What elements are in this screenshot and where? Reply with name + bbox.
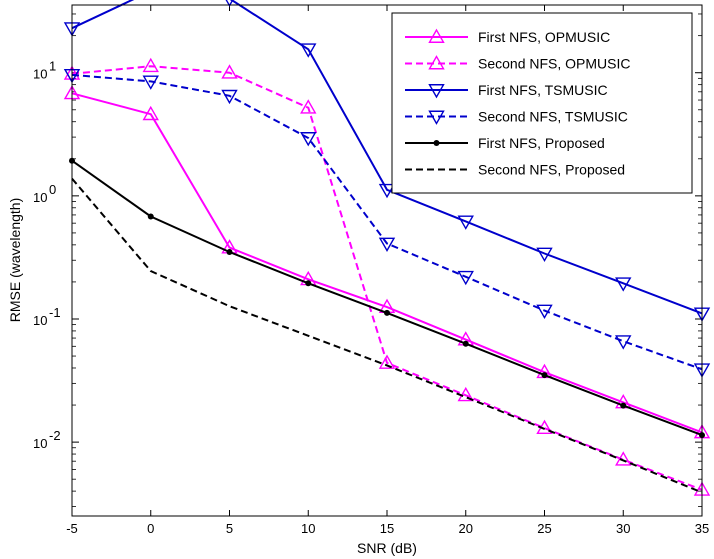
- legend-label: Second NFS, OPMUSIC: [478, 56, 631, 72]
- legend-marker: [428, 84, 445, 99]
- data-point: [615, 451, 632, 466]
- legend-entry: Second NFS, TSMUSIC: [405, 109, 628, 125]
- legend: First NFS, OPMUSIC Second NFS, OPMUSIC Fir…: [391, 12, 693, 194]
- legend-label: First NFS, OPMUSIC: [478, 29, 610, 45]
- legend-marker: [428, 28, 445, 43]
- legend-marker: [428, 110, 445, 125]
- x-tick-label: 30: [616, 521, 630, 536]
- legend-entry: First NFS, Proposed: [405, 135, 605, 151]
- data-point: [142, 105, 159, 121]
- y-tick-label: 10-1: [33, 305, 61, 328]
- data-point: [142, 57, 159, 73]
- data-point: [142, 75, 159, 90]
- legend-entry: First NFS, TSMUSIC: [405, 82, 608, 99]
- x-axis-label: SNR (dB): [357, 540, 417, 556]
- data-point: [300, 99, 317, 114]
- data-point: [615, 335, 632, 350]
- data-point: [536, 247, 553, 262]
- x-tick-label: 20: [459, 521, 473, 536]
- data-point: [615, 277, 632, 292]
- data-point: [541, 372, 548, 379]
- y-tick-base: 10: [33, 313, 47, 328]
- y-axis-label: RMSE (wavelength): [7, 198, 23, 323]
- data-point: [536, 304, 553, 320]
- y-tick-base: 10: [33, 67, 47, 82]
- x-tick-label: 0: [147, 521, 154, 536]
- data-point: [305, 280, 312, 287]
- data-point: [462, 340, 469, 347]
- series-line: [71, 92, 703, 434]
- y-tick-label: 100: [33, 182, 56, 205]
- legend-items: First NFS, OPMUSIC Second NFS, OPMUSIC Fir…: [405, 28, 631, 178]
- legend-marker: [428, 55, 445, 70]
- data-point: [378, 354, 396, 369]
- data-point: [620, 402, 627, 409]
- y-tick-label: 101: [33, 59, 56, 82]
- series-5: [69, 157, 705, 439]
- legend-entry: First NFS, OPMUSIC: [405, 28, 610, 45]
- data-point: [378, 183, 396, 199]
- legend-marker: [433, 140, 440, 146]
- data-point: [378, 237, 396, 252]
- x-tick-label: 10: [301, 521, 315, 536]
- x-tick-label: -5: [66, 521, 78, 536]
- x-tick-labels: -5 0 5 10 15 20 25 30 35: [66, 521, 709, 536]
- data-point: [457, 270, 474, 286]
- series-line: [71, 65, 703, 491]
- data-point: [147, 213, 154, 220]
- data-point: [221, 89, 238, 105]
- plot-frame: [71, 4, 703, 517]
- data-point: [457, 215, 474, 230]
- x-tick-label: 35: [695, 521, 709, 536]
- legend-box: [391, 12, 693, 194]
- legend-entry: Second NFS, OPMUSIC: [405, 55, 631, 72]
- legend-label: First NFS, TSMUSIC: [478, 82, 608, 98]
- x-tick-label: 5: [226, 521, 233, 536]
- series-4: [63, 68, 711, 378]
- y-tick-exponent: 0: [49, 182, 56, 197]
- y-tick-label: 10-2: [33, 428, 61, 451]
- legend-entry: Second NFS, Proposed: [405, 162, 625, 178]
- series-line: [71, 0, 703, 315]
- data-point: [457, 386, 474, 402]
- x-tick-label: 15: [380, 521, 394, 536]
- y-tick-base: 10: [33, 190, 47, 205]
- y-tick-exponent: -2: [49, 428, 61, 443]
- legend-label: First NFS, Proposed: [478, 135, 605, 151]
- y-tick-exponent: 1: [49, 59, 56, 74]
- data-point: [300, 43, 317, 58]
- series-line: [71, 177, 703, 494]
- legend-label: Second NFS, Proposed: [478, 162, 625, 178]
- data-point: [221, 64, 238, 79]
- y-tick-exponent: -1: [49, 305, 61, 320]
- data-point: [384, 309, 390, 316]
- series-6: [71, 177, 703, 494]
- series-line: [71, 73, 703, 371]
- x-tick-label: 25: [537, 521, 551, 536]
- y-tick-base: 10: [33, 436, 47, 451]
- data-point: [300, 132, 317, 147]
- data-point: [226, 248, 233, 255]
- legend-label: Second NFS, TSMUSIC: [478, 109, 628, 125]
